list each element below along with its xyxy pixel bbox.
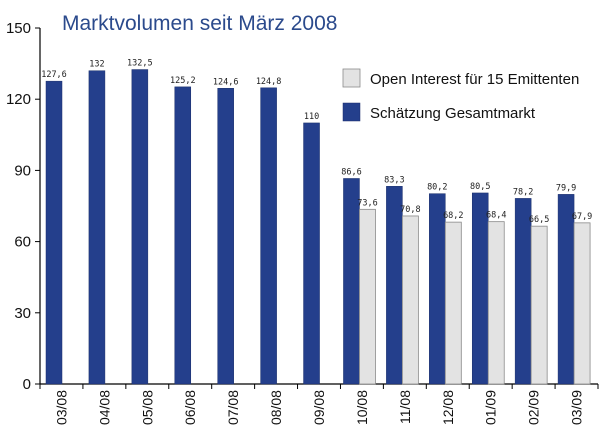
bar-gesamtmarkt xyxy=(343,178,360,385)
data-label-open-interest: 73,6 xyxy=(357,198,377,208)
bar-gesamtmarkt xyxy=(429,193,446,385)
x-tick-label: 04/08 xyxy=(96,390,112,425)
data-label-gesamtmarkt: 80,5 xyxy=(470,182,490,192)
x-tick-label: 03/09 xyxy=(569,390,585,425)
bar-gesamtmarkt xyxy=(386,186,403,385)
x-tick-label: 10/08 xyxy=(354,390,370,425)
bar-open-interest xyxy=(444,221,462,385)
legend-label-gesamtmarkt: Schätzung Gesamtmarkt xyxy=(370,105,536,122)
data-label-gesamtmarkt: 78,2 xyxy=(513,187,533,197)
bar-gesamtmarkt xyxy=(45,80,63,385)
x-tick-label: 07/08 xyxy=(225,390,241,425)
chart-title: Marktvolumen seit März 2008 xyxy=(62,12,337,35)
x-tick-label: 03/08 xyxy=(53,390,69,425)
data-label-gesamtmarkt: 86,6 xyxy=(341,167,361,177)
data-label-open-interest: 70,8 xyxy=(400,205,420,215)
y-tick-label: 90 xyxy=(14,162,31,179)
bar-open-interest xyxy=(530,225,548,385)
data-label-gesamtmarkt: 124,8 xyxy=(256,77,282,87)
bar-gesamtmarkt xyxy=(514,198,532,385)
data-label-gesamtmarkt: 79,9 xyxy=(556,183,576,193)
data-label-open-interest: 68,2 xyxy=(443,211,463,221)
legend-swatch-gesamtmarkt xyxy=(342,102,361,122)
chart-data-labels: 127,6 132 132,5 125,2 124,6 124,8 110 86,6 73,6 8… xyxy=(41,59,592,226)
y-tick-label: 150 xyxy=(6,20,31,37)
chart-axes: 0 30 60 90 120 150 03/08 04/08 05/08 06/08 07/08 08… xyxy=(6,20,599,425)
y-tick-label: 0 xyxy=(23,376,31,393)
bar-open-interest xyxy=(401,215,419,385)
data-label-gesamtmarkt: 125,2 xyxy=(170,76,196,86)
x-tick-label: 06/08 xyxy=(182,390,198,425)
y-tick-label: 120 xyxy=(6,91,31,108)
legend-swatch-open-interest xyxy=(342,68,361,88)
data-label-open-interest: 67,9 xyxy=(572,212,592,222)
bar-open-interest xyxy=(487,221,505,385)
legend-label-open-interest: Open Interest für 15 Emittenten xyxy=(370,71,579,88)
data-label-open-interest: 66,5 xyxy=(529,215,549,225)
bar-open-interest xyxy=(573,222,591,385)
x-tick-label: 08/08 xyxy=(268,390,284,425)
data-label-gesamtmarkt: 127,6 xyxy=(41,70,67,80)
y-tick-label: 60 xyxy=(14,234,31,251)
bar-open-interest xyxy=(359,208,376,385)
data-label-gesamtmarkt: 110 xyxy=(304,112,319,122)
x-tick-label: 01/09 xyxy=(483,390,499,425)
data-label-gesamtmarkt: 80,2 xyxy=(427,183,447,193)
x-tick-label: 11/08 xyxy=(397,390,413,424)
bar-gesamtmarkt xyxy=(217,88,234,385)
data-label-gesamtmarkt: 132 xyxy=(89,60,104,70)
bar-gesamtmarkt xyxy=(174,86,192,385)
x-tick-label: 09/08 xyxy=(311,390,327,425)
bar-gesamtmarkt xyxy=(88,70,106,385)
bar-gesamtmarkt xyxy=(471,192,489,385)
bar-gesamtmarkt xyxy=(557,194,575,385)
x-tick-label: 12/08 xyxy=(440,390,456,425)
bar-gesamtmarkt xyxy=(131,69,149,385)
chart-bars xyxy=(45,69,591,385)
data-label-open-interest: 68,4 xyxy=(486,211,506,221)
x-tick-label: 02/09 xyxy=(526,390,542,425)
y-tick-label: 30 xyxy=(14,305,31,322)
data-label-gesamtmarkt: 83,3 xyxy=(384,175,404,185)
chart-legend: Open Interest für 15 Emittenten Schätzun… xyxy=(342,68,579,122)
bar-gesamtmarkt xyxy=(303,122,320,385)
bar-gesamtmarkt xyxy=(260,87,277,385)
data-label-gesamtmarkt: 124,6 xyxy=(213,77,239,87)
x-tick-label: 05/08 xyxy=(139,390,155,425)
data-label-gesamtmarkt: 132,5 xyxy=(127,59,153,69)
